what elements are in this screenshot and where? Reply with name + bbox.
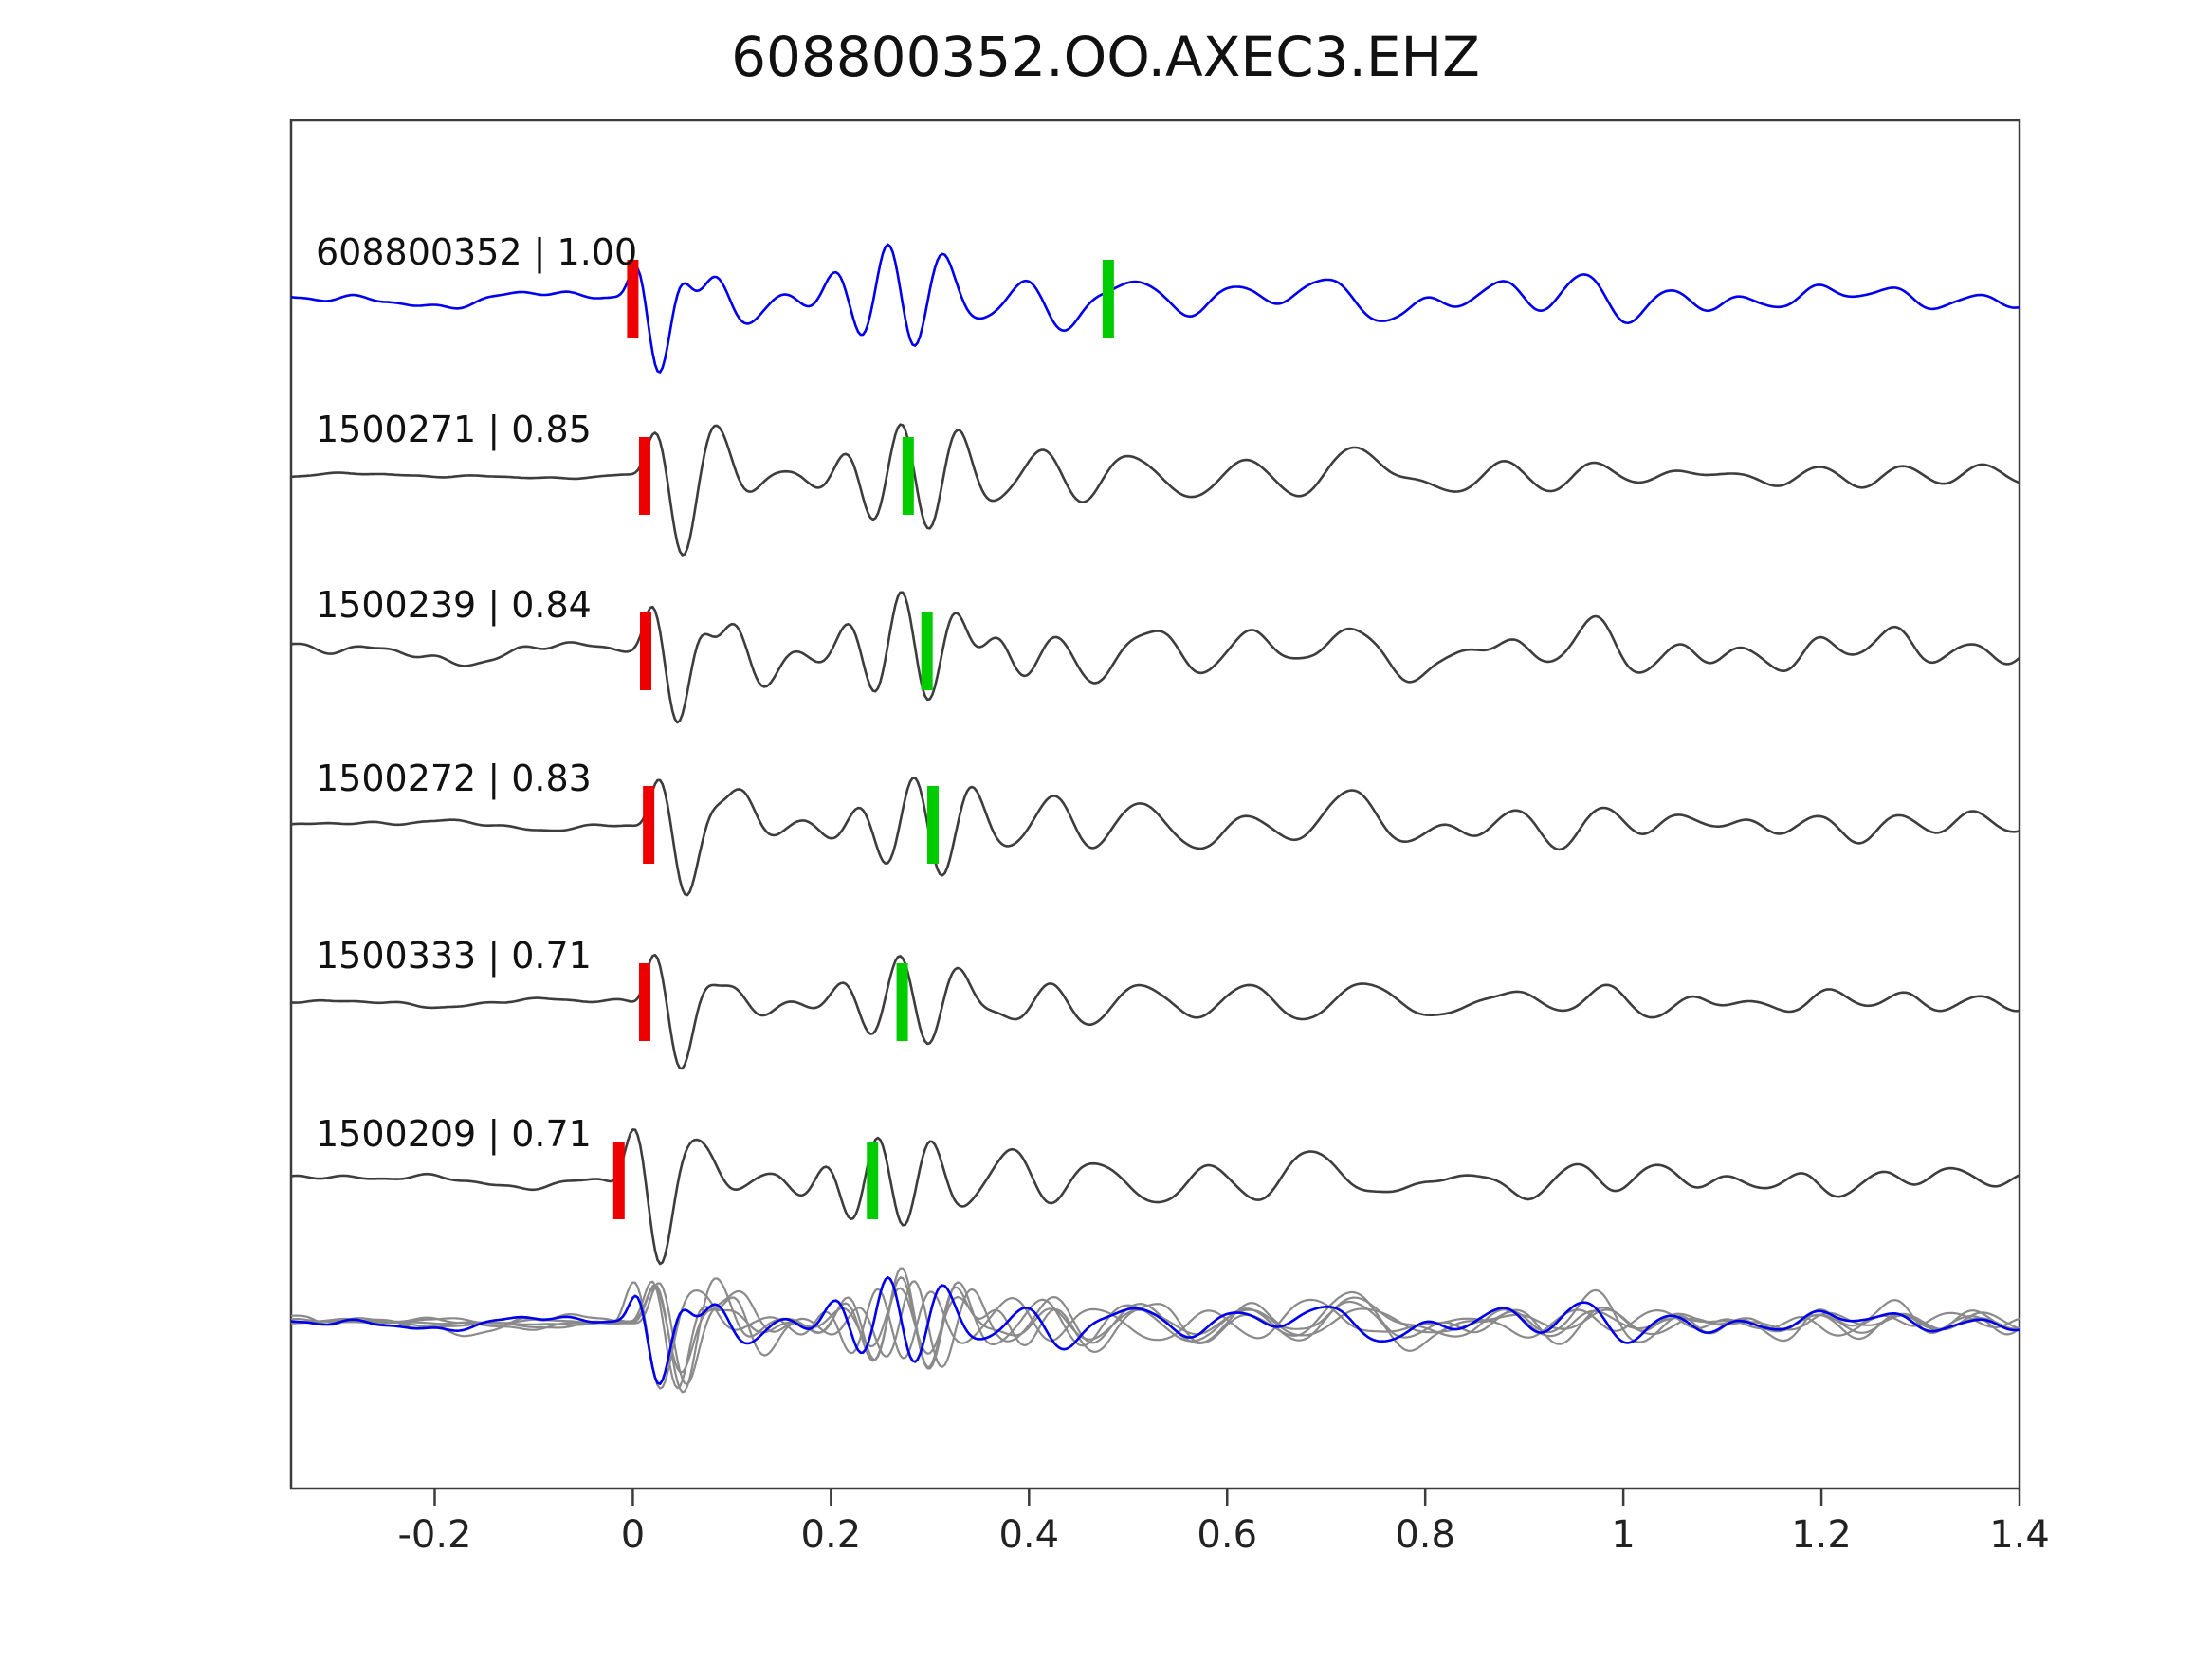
x-tick-label: 1.4 [1989, 1513, 2050, 1557]
x-tick-label: 1 [1611, 1513, 1635, 1557]
x-tick-label: 0.4 [998, 1513, 1059, 1557]
figure-title: 608800352.OO.AXEC3.EHZ [731, 25, 1480, 89]
x-tick-label: 0.2 [801, 1513, 862, 1557]
waveforms-layer [291, 243, 2020, 1394]
x-tick-label: 0.6 [1197, 1513, 1257, 1557]
overlay-trace-1500209 [291, 1281, 2020, 1390]
x-tick-label: -0.2 [397, 1513, 471, 1557]
x-axis-layer: -0.2 0 0.2 0.4 0.6 0.8 1 1.2 1.4 [397, 1489, 2050, 1557]
overlay-trace-1500333 [291, 1286, 2020, 1374]
trace-label-1500333: 1500333 | 0.71 [316, 935, 592, 978]
waveform-trace-608800352 [291, 243, 2020, 374]
trace-label-608800352: 608800352 | 1.00 [316, 231, 637, 274]
overlay-trace-1500271 [291, 1276, 2020, 1394]
overlay-template-trace [291, 1276, 2020, 1385]
waveform-trace-1500209 [291, 1128, 2020, 1266]
waveform-trace-1500239 [291, 591, 2020, 724]
pick-markers-layer [612, 260, 1114, 1219]
x-tick-label: 0 [621, 1513, 645, 1557]
trace-label-1500239: 1500239 | 0.84 [316, 584, 592, 627]
overlay-trace-608800352 [291, 1276, 2020, 1385]
waveform-trace-1500333 [291, 953, 2020, 1070]
trace-label-1500271: 1500271 | 0.85 [316, 409, 592, 451]
waveform-trace-1500271 [291, 423, 2020, 557]
x-tick-label: 1.2 [1791, 1513, 1852, 1557]
trace-label-1500209: 1500209 | 0.71 [316, 1113, 592, 1156]
waveform-trace-1500272 [291, 777, 2020, 897]
plot-border [289, 119, 2021, 1490]
x-tick-label: 0.8 [1395, 1513, 1455, 1557]
trace-label-1500272: 1500272 | 0.83 [316, 758, 592, 800]
trace-labels-layer: 608800352 | 1.00 1500271 | 0.85 1500239 | … [316, 231, 637, 1156]
overlay-trace-1500272 [291, 1280, 2020, 1386]
